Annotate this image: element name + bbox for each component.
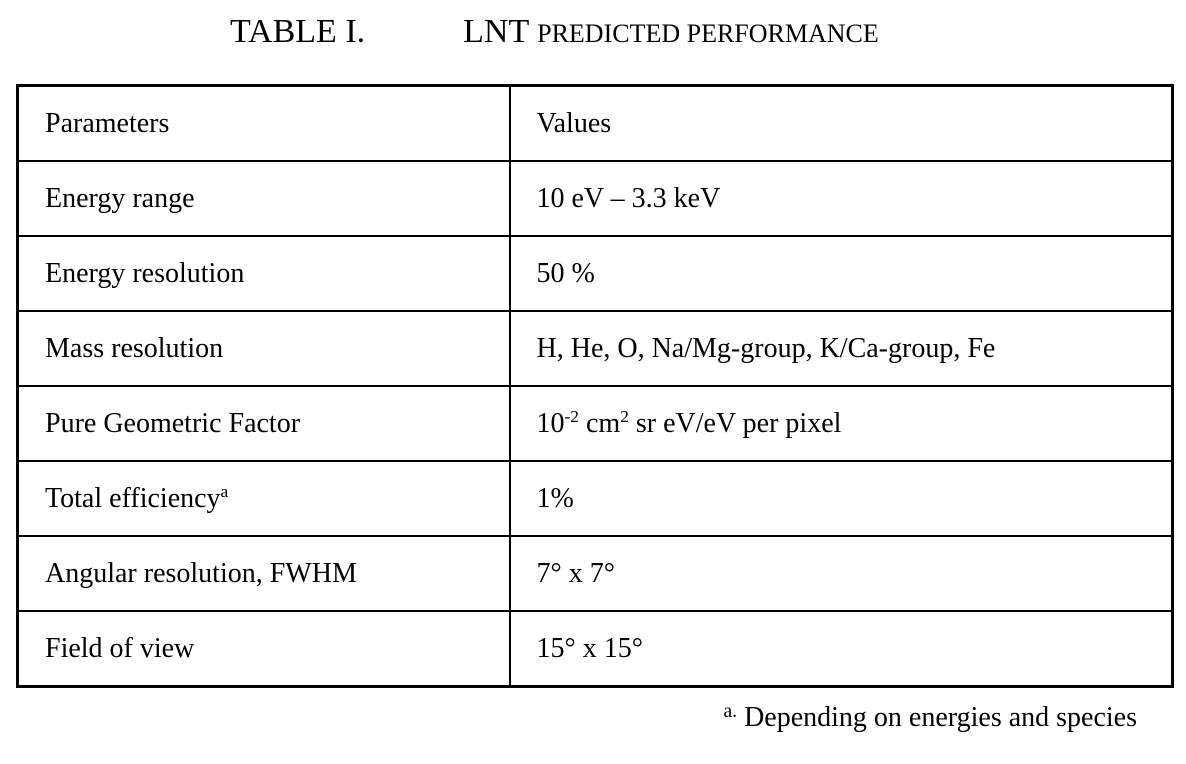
- value-cell: 10 eV – 3.3 keV: [508, 160, 1174, 237]
- param-cell: Pure Geometric Factor: [16, 385, 511, 462]
- value-column-header: Values: [508, 84, 1174, 162]
- value-cell: 15° x 15°: [508, 610, 1174, 688]
- value-segment: sr eV/eV per pixel: [628, 407, 842, 439]
- header-row: Parameters Values: [16, 84, 1174, 162]
- row-energy-range: Energy range 10 eV – 3.3 keV: [16, 160, 1174, 237]
- row-field-of-view: Field of view 15° x 15°: [16, 610, 1174, 688]
- footnote-marker: a.: [723, 701, 738, 723]
- value-segment: 10: [536, 407, 565, 439]
- param-cell: Total efficiencya: [16, 460, 511, 537]
- value-segment-superscript: -2: [564, 406, 579, 426]
- value-cell: 1%: [508, 460, 1174, 537]
- table-caption: TABLE I. LNT PREDICTED PERFORMANCE: [0, 12, 1186, 54]
- footnote-reference-superscript: a: [220, 481, 229, 501]
- value-cell: 50 %: [508, 235, 1174, 312]
- performance-table: Parameters Values Energy range 10 eV – 3…: [16, 84, 1174, 688]
- value-cell: 10-2 cm2 sr eV/eV per pixel: [508, 385, 1174, 462]
- param-cell: Mass resolution: [16, 310, 511, 387]
- value-segment-superscript: 2: [620, 406, 629, 426]
- param-cell: Energy resolution: [16, 235, 511, 312]
- param-column-header: Parameters: [16, 84, 511, 162]
- param-cell: Field of view: [16, 610, 511, 688]
- param-cell: Energy range: [16, 160, 511, 237]
- footnote-text: Depending on energies and species: [744, 702, 1137, 733]
- row-total-efficiency: Total efficiencya 1%: [16, 460, 1174, 537]
- row-angular-resolution: Angular resolution, FWHM 7° x 7°: [16, 535, 1174, 612]
- row-pure-geometric-factor: Pure Geometric Factor 10-2 cm2 sr eV/eV …: [16, 385, 1174, 462]
- param-text: Total efficiency: [45, 482, 221, 514]
- footnote: a. Depending on energies and species: [723, 700, 1137, 736]
- table-number-label: TABLE I.: [230, 13, 366, 50]
- table-title: LNT PREDICTED PERFORMANCE: [463, 12, 879, 54]
- row-mass-resolution: Mass resolution H, He, O, Na/Mg-group, K…: [16, 310, 1174, 387]
- row-energy-resolution: Energy resolution 50 %: [16, 235, 1174, 312]
- table-title-main: LNT: [463, 13, 529, 50]
- value-cell: 7° x 7°: [508, 535, 1174, 612]
- param-cell: Angular resolution, FWHM: [16, 535, 511, 612]
- value-segment: cm: [578, 407, 621, 439]
- table-title-rest: PREDICTED PERFORMANCE: [537, 19, 879, 48]
- value-cell: H, He, O, Na/Mg-group, K/Ca-group, Fe: [508, 310, 1174, 387]
